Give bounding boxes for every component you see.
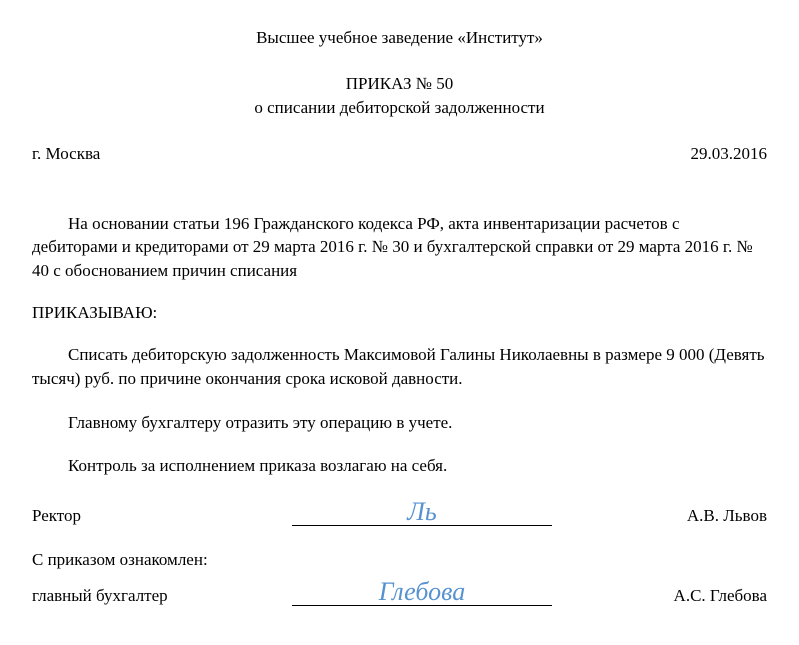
location-date-row: г. Москва 29.03.2016 (32, 144, 767, 164)
paragraph-3: Контроль за исполнением приказа возлагаю… (32, 454, 767, 478)
paragraph-2: Главному бухгалтеру отразить эту операци… (32, 411, 767, 435)
rector-role: Ректор (32, 506, 292, 526)
location: г. Москва (32, 144, 100, 164)
accountant-role: главный бухгалтер (32, 586, 292, 606)
command-word: ПРИКАЗЫВАЮ: (32, 303, 767, 323)
preamble: На основании статьи 196 Гражданского код… (32, 212, 767, 283)
accountant-signature-scribble: Глебова (379, 577, 465, 607)
rector-name: А.В. Львов (552, 506, 767, 526)
rector-signature-row: Ректор Ль А.В. Львов (32, 498, 767, 526)
order-header: ПРИКАЗ № 50 о списании дебиторской задол… (32, 72, 767, 120)
rector-signature-line: Ль (292, 498, 552, 526)
organization-name: Высшее учебное заведение «Институт» (32, 28, 767, 48)
accountant-name: А.С. Глебова (552, 586, 767, 606)
acknowledgement-label: С приказом ознакомлен: (32, 550, 767, 570)
rector-signature-scribble: Ль (407, 497, 436, 527)
acknowledgement-block: С приказом ознакомлен: главный бухгалтер… (32, 550, 767, 606)
date: 29.03.2016 (691, 144, 768, 164)
accountant-signature-line: Глебова (292, 578, 552, 606)
order-subject: о списании дебиторской задолженности (32, 96, 767, 120)
order-title: ПРИКАЗ № 50 (32, 72, 767, 96)
paragraph-1: Списать дебиторскую задолженность Максим… (32, 343, 767, 391)
accountant-signature-row: главный бухгалтер Глебова А.С. Глебова (32, 578, 767, 606)
